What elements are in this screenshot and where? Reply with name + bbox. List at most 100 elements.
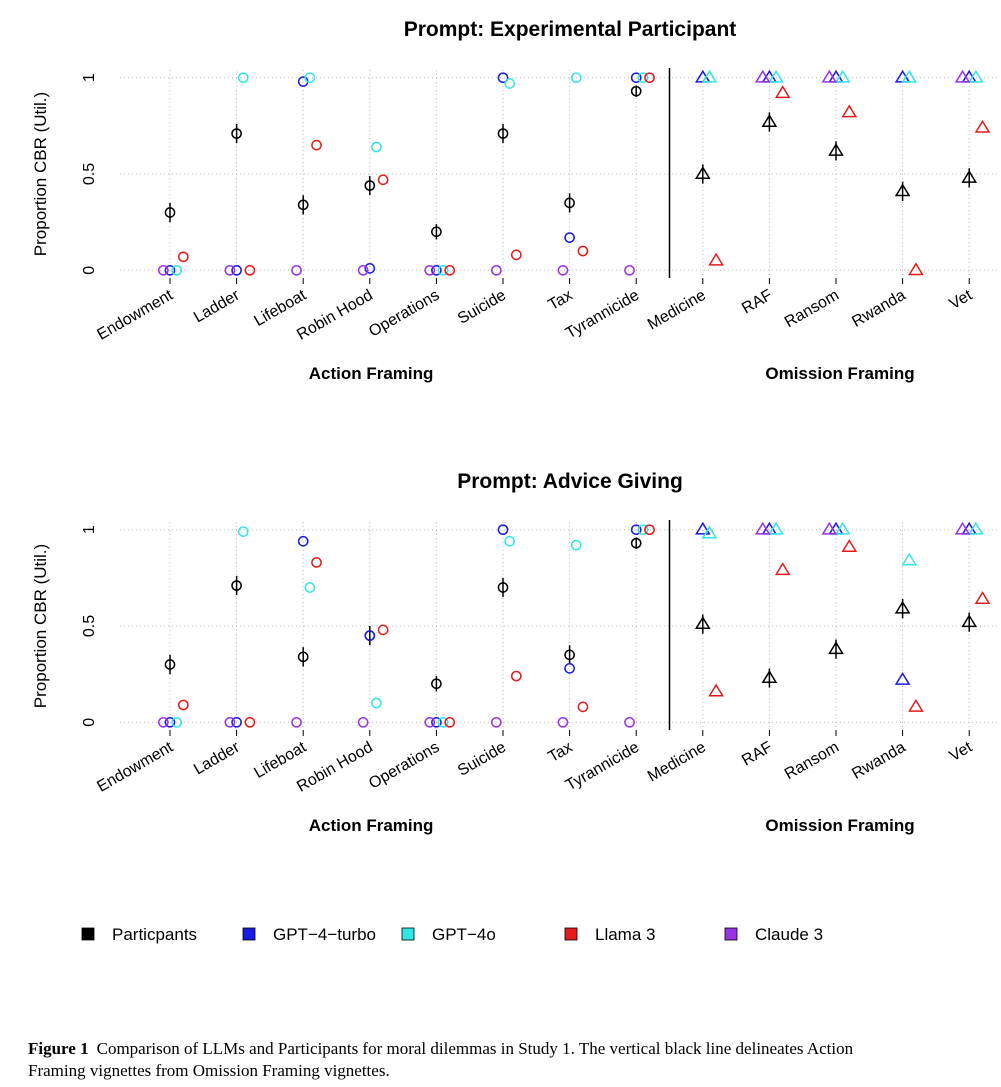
point bbox=[437, 264, 449, 276]
point bbox=[224, 716, 236, 728]
y-tick-label: 0.5 bbox=[81, 163, 98, 185]
point bbox=[761, 670, 778, 683]
x-tick-label: RAF bbox=[739, 287, 775, 318]
caption-text: Comparison of LLMs and Participants for … bbox=[28, 1039, 854, 1080]
y-tick-label: 1 bbox=[81, 73, 98, 82]
point bbox=[694, 521, 711, 535]
x-tick-label: Suicide bbox=[455, 287, 509, 328]
point bbox=[834, 521, 851, 535]
point bbox=[577, 701, 589, 713]
x-tick-label: Rwanda bbox=[849, 287, 908, 331]
point bbox=[431, 678, 442, 690]
point bbox=[377, 624, 389, 636]
point bbox=[774, 562, 791, 576]
point bbox=[164, 264, 176, 276]
point bbox=[424, 264, 436, 276]
point bbox=[961, 169, 978, 183]
point bbox=[630, 537, 642, 549]
point bbox=[908, 698, 924, 712]
point bbox=[497, 72, 509, 84]
legend-swatch bbox=[564, 927, 578, 941]
point bbox=[497, 582, 509, 593]
x-tick-label: Ransom bbox=[782, 287, 842, 332]
point bbox=[754, 521, 771, 535]
point bbox=[164, 659, 176, 670]
point bbox=[244, 264, 256, 276]
point bbox=[231, 580, 242, 591]
point bbox=[297, 199, 309, 211]
point bbox=[231, 264, 242, 276]
point bbox=[557, 716, 569, 728]
point bbox=[244, 716, 256, 728]
point bbox=[577, 245, 589, 257]
point bbox=[701, 69, 718, 83]
point bbox=[570, 539, 582, 551]
point bbox=[637, 72, 649, 84]
point bbox=[371, 141, 382, 153]
point bbox=[701, 525, 718, 539]
point bbox=[237, 526, 249, 537]
group-label: Action Framing bbox=[309, 816, 434, 835]
x-tick-label: Lifeboat bbox=[251, 286, 309, 329]
point bbox=[504, 535, 516, 547]
point bbox=[841, 539, 858, 553]
x-tick-label: Medicine bbox=[645, 739, 709, 786]
point bbox=[708, 252, 724, 266]
x-tick-label: Operations bbox=[366, 287, 442, 341]
point bbox=[564, 663, 575, 674]
x-tick-label: Vet bbox=[947, 738, 976, 765]
point bbox=[304, 72, 316, 84]
legend-swatch bbox=[81, 927, 95, 941]
point bbox=[510, 670, 522, 682]
point bbox=[164, 716, 176, 728]
point bbox=[177, 699, 189, 711]
point bbox=[171, 264, 183, 276]
chart-title: Prompt: Advice Giving bbox=[457, 470, 683, 493]
y-tick-label: 1 bbox=[81, 525, 98, 534]
x-tick-label: Robin Hood bbox=[294, 739, 376, 796]
point bbox=[774, 85, 791, 99]
x-tick-label: Vet bbox=[947, 286, 976, 313]
x-tick-label: Operations bbox=[366, 739, 442, 793]
point bbox=[694, 166, 711, 179]
x-tick-label: Tax bbox=[546, 287, 576, 314]
point bbox=[364, 180, 376, 191]
point bbox=[821, 69, 838, 83]
legend-label: GPT−4o bbox=[432, 925, 496, 944]
point bbox=[164, 207, 176, 218]
point bbox=[510, 249, 522, 261]
caption-label: Figure 1 bbox=[28, 1039, 89, 1058]
legend-swatch bbox=[724, 927, 738, 941]
point bbox=[291, 716, 302, 728]
point bbox=[894, 183, 911, 197]
x-tick-label: RAF bbox=[739, 739, 775, 770]
point bbox=[968, 69, 984, 83]
point bbox=[444, 716, 456, 728]
point bbox=[311, 139, 322, 151]
point bbox=[630, 85, 642, 97]
point bbox=[504, 78, 516, 89]
point bbox=[894, 600, 911, 614]
point bbox=[961, 69, 978, 83]
point bbox=[624, 716, 635, 728]
x-tick-label: Ransom bbox=[782, 739, 842, 784]
point bbox=[961, 614, 978, 628]
point bbox=[377, 174, 389, 186]
x-tick-label: Lifeboat bbox=[251, 738, 309, 781]
y-axis-label: Proportion CBR (Util.) bbox=[31, 92, 50, 256]
legend-label: Particpants bbox=[112, 925, 197, 944]
point bbox=[761, 521, 778, 535]
caption: Figure 1 Comparison of LLMs and Participa… bbox=[28, 1038, 908, 1082]
point bbox=[490, 716, 502, 728]
point bbox=[894, 69, 911, 83]
point bbox=[171, 716, 183, 728]
x-tick-label: Robin Hood bbox=[294, 287, 376, 344]
point bbox=[444, 264, 456, 276]
group-label: Action Framing bbox=[309, 364, 434, 383]
point bbox=[961, 521, 978, 535]
point bbox=[768, 521, 784, 535]
point bbox=[431, 264, 442, 276]
point bbox=[768, 69, 784, 83]
point bbox=[954, 69, 971, 83]
point bbox=[564, 197, 575, 209]
